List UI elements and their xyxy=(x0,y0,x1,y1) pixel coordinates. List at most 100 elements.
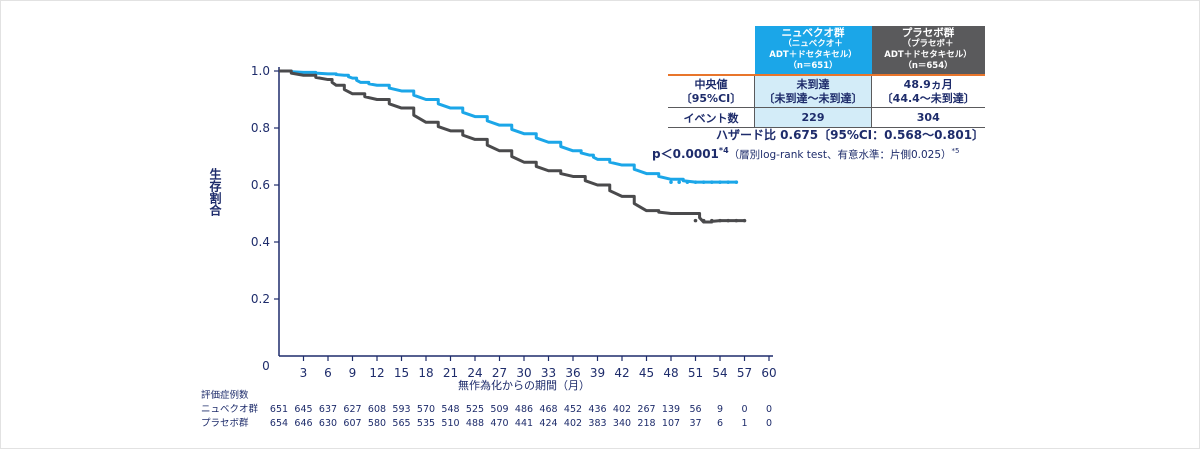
y-tick-label: 0.6 xyxy=(251,178,270,192)
risk-cell-placebo: 630 xyxy=(319,418,337,429)
nivo-censor-mark xyxy=(710,180,714,184)
risk-row-label-nivo: ニュベクオ群 xyxy=(201,403,259,415)
y-tick-label: 0.4 xyxy=(251,235,270,249)
placebo-header-n: （n＝654） xyxy=(903,61,953,71)
placebo-header-sub2: ADT＋ドセタキセル） xyxy=(884,50,972,60)
risk-cell-nivo: 56 xyxy=(689,404,701,415)
origin-label: 0 xyxy=(262,359,270,373)
x-tick-label: 51 xyxy=(688,366,703,380)
x-tick-label: 36 xyxy=(565,366,580,380)
risk-cell-nivo: 139 xyxy=(662,404,680,415)
risk-cell-nivo: 593 xyxy=(392,404,410,415)
placebo-censor-mark xyxy=(701,218,706,223)
median-label: 中央値 〔95%CI〕 xyxy=(668,74,755,108)
survival-curves xyxy=(279,69,747,224)
risk-cell-placebo: 535 xyxy=(417,418,435,429)
placebo-header: プラセボ群 （プラセボ＋ ADT＋ドセタキセル） （n＝654） xyxy=(871,26,985,75)
nivo-header: ニュベクオ群 （ニュベクオ＋ ADT＋ドセタキセル） （n＝651） xyxy=(754,26,872,75)
x-tick-label: 48 xyxy=(663,366,678,380)
risk-table-title: 評価症例数 xyxy=(201,389,249,401)
x-tick-label: 9 xyxy=(349,366,357,380)
y-tick-label: 1.0 xyxy=(251,64,270,78)
risk-cell-placebo: 107 xyxy=(662,418,680,429)
risk-cell-nivo: 267 xyxy=(637,404,655,415)
events-placebo: 304 xyxy=(871,107,985,128)
risk-cell-nivo: 0 xyxy=(741,404,747,415)
nivo-censor-mark xyxy=(718,180,722,184)
summary-corner xyxy=(668,26,755,75)
risk-cell-nivo: 637 xyxy=(319,404,337,415)
x-tick-label: 6 xyxy=(324,366,332,380)
risk-cell-placebo: 654 xyxy=(270,418,288,429)
risk-cell-placebo: 340 xyxy=(613,418,631,429)
placebo-censor-mark xyxy=(742,218,747,223)
median-label-line2: 〔95%CI〕 xyxy=(680,91,742,105)
risk-cell-placebo: 510 xyxy=(441,418,459,429)
events-label: イベント数 xyxy=(668,107,755,128)
risk-cell-placebo: 488 xyxy=(466,418,484,429)
placebo-censor-mark xyxy=(693,218,698,223)
nivo-header-n: （n＝651） xyxy=(788,61,838,71)
nivo-header-sub2: ADT＋ドセタキセル） xyxy=(769,50,857,60)
risk-cell-nivo: 486 xyxy=(515,404,533,415)
risk-cell-nivo: 570 xyxy=(417,404,435,415)
risk-cell-placebo: 1 xyxy=(741,418,747,429)
x-tick-label: 33 xyxy=(541,366,556,380)
placebo-curve xyxy=(279,69,745,224)
nivo-censor-mark xyxy=(734,180,739,184)
risk-cell-nivo: 608 xyxy=(368,404,386,415)
risk-cell-placebo: 580 xyxy=(368,418,386,429)
risk-cell-nivo: 9 xyxy=(717,404,723,415)
placebo-header-title: プラセボ群 xyxy=(901,27,955,39)
placebo-censor-mark xyxy=(710,218,714,223)
risk-cell-nivo: 402 xyxy=(613,404,631,415)
x-tick-label: 45 xyxy=(639,366,654,380)
x-tick-label: 24 xyxy=(467,366,482,380)
p-value-note: （層別log-rank test、有意水準：片側0.025） xyxy=(728,149,952,161)
x-tick-label: 15 xyxy=(394,366,409,380)
x-tick-label: 54 xyxy=(712,366,727,380)
median-placebo-line2: 〔44.4～未到達〕 xyxy=(881,91,975,105)
median-nivo-line2: 〔未到達～未到達〕 xyxy=(763,91,863,105)
risk-cell-nivo: 468 xyxy=(539,404,557,415)
placebo-header-sub1: （プラセボ＋ xyxy=(902,39,954,49)
risk-cell-placebo: 37 xyxy=(689,418,701,429)
risk-cell-nivo: 452 xyxy=(564,404,582,415)
median-placebo-line1: 48.9ヵ月 xyxy=(903,77,953,91)
risk-cell-nivo: 509 xyxy=(490,404,508,415)
chart-axes: 1.00.80.60.40.20 3 6 9 12 15 18 21 24 27 30 33 36 39 4… xyxy=(208,64,777,392)
x-tick-label: 3 xyxy=(300,366,308,380)
risk-cell-placebo: 424 xyxy=(539,418,557,429)
nivo-censor-mark xyxy=(701,180,706,184)
risk-cell-nivo: 525 xyxy=(466,404,484,415)
risk-row-label-placebo: プラセボ群 xyxy=(201,417,249,429)
risk-cell-nivo: 436 xyxy=(588,404,606,415)
median-nivo-line1: 未到達 xyxy=(796,77,830,91)
nivo-censor-mark xyxy=(677,180,681,184)
risk-cell-placebo: 607 xyxy=(343,418,361,429)
x-tick-label: 12 xyxy=(369,366,384,380)
median-label-line1: 中央値 xyxy=(694,77,728,91)
x-tick-label: 60 xyxy=(761,366,776,380)
nivo-header-title: ニュベクオ群 xyxy=(781,27,845,39)
nivo-censor-mark xyxy=(693,180,698,184)
risk-cell-placebo: 6 xyxy=(717,418,723,429)
x-tick-label: 30 xyxy=(516,366,531,380)
risk-cell-placebo: 470 xyxy=(490,418,508,429)
p-value-footnote: *4 xyxy=(718,146,729,155)
risk-cell-nivo: 0 xyxy=(766,404,772,415)
risk-cell-placebo: 218 xyxy=(637,418,655,429)
risk-cell-nivo: 651 xyxy=(270,404,288,415)
risk-cell-placebo: 383 xyxy=(588,418,606,429)
y-tick-label: 0.2 xyxy=(251,292,270,306)
p-value-main: p＜0.0001 xyxy=(652,147,719,161)
summary-table: ニュベクオ群 （ニュベクオ＋ ADT＋ドセタキセル） （n＝651） プラセボ群… xyxy=(668,26,985,128)
risk-cell-placebo: 646 xyxy=(294,418,312,429)
risk-cell-placebo: 402 xyxy=(564,418,582,429)
nivo-curve xyxy=(279,69,737,184)
x-tick-label: 21 xyxy=(443,366,458,380)
risk-cell-nivo: 548 xyxy=(441,404,459,415)
x-tick-label: 42 xyxy=(614,366,629,380)
